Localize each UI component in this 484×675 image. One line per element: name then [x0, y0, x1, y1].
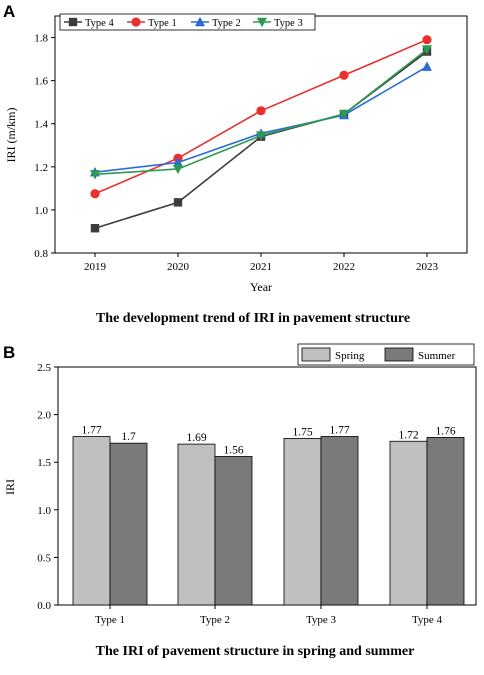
line-chart-point: [90, 224, 100, 233]
line-chart-y-tick-label: 1.8: [34, 33, 48, 45]
legend-swatch: [384, 347, 414, 362]
bar-chart-legend: Spring Summer: [297, 343, 475, 366]
line-chart-point: [422, 61, 432, 71]
line-chart-x-tick-label: 2019: [84, 261, 107, 273]
bar-value-label: 1.77: [81, 424, 101, 436]
bar: [177, 443, 216, 606]
bar: [72, 436, 111, 606]
legend-entry-label: Spring: [335, 350, 365, 362]
line-chart-y-tick-label: 1.0: [34, 205, 48, 217]
line-chart-y-tick-label: 1.4: [34, 119, 48, 131]
legend-entry-label: Type 2: [212, 18, 241, 29]
line-chart-point: [256, 131, 266, 141]
line-chart-point: [256, 106, 266, 116]
line-chart-y-tick-label: 0.8: [34, 248, 48, 260]
line-chart-point: [173, 198, 183, 207]
line-chart-point: [173, 157, 183, 167]
line-chart-y-tick-label: 1.6: [34, 76, 48, 88]
legend-entry-label: Summer: [418, 350, 456, 362]
panel-b-letter: B: [3, 343, 15, 362]
legend-swatch-marker: [195, 16, 205, 27]
bar-chart: 0.0 0.5 1.0 1.5 2.0 2.5 Type 1 Type 2 Type 3 Typ…: [3, 343, 477, 626]
bar-chart-x-tick-label: Type 1: [95, 614, 125, 626]
line-chart-x-tick-label: 2023: [416, 261, 439, 273]
bar-chart-y-axis-title: IRI: [3, 479, 17, 495]
bar: [389, 440, 428, 606]
line-chart-x-axis-title: Year: [250, 280, 272, 294]
bar-value-label: 1.76: [435, 425, 455, 437]
bar-value-label: 1.7: [121, 431, 136, 443]
legend-swatch-marker: [131, 17, 141, 27]
line-chart-x-tick-label: 2022: [333, 261, 355, 273]
line-chart-caption: The development trend of IRI in pavement…: [96, 311, 410, 326]
bar: [283, 437, 322, 606]
bar-chart-y-tick-label: 1.5: [37, 457, 51, 469]
line-chart-point: [422, 45, 432, 55]
line-chart-point: [90, 189, 100, 199]
line-chart-y-axis-title: IRI (m/km): [4, 108, 18, 163]
bar: [214, 456, 253, 606]
panel-a-letter: A: [3, 2, 15, 21]
line-chart-point: [339, 109, 349, 120]
legend-entry-label: Type 3: [274, 18, 303, 29]
line-chart-y-tick-label: 1.2: [34, 162, 48, 174]
line-chart-x-tick-label: 2020: [167, 261, 190, 273]
line-chart: 0.81.01.21.41.61.8 2019 2020 2021 2022 2023 …: [4, 13, 468, 294]
bar-chart-y-tick-label: 0.5: [37, 552, 51, 564]
line-chart-point: [422, 35, 432, 45]
bar-chart-x-tick-label: Type 2: [200, 614, 230, 626]
line-chart-legend: Type 4 Type 1 Type 2 Type 3: [59, 13, 316, 31]
bar-value-label: 1.77: [329, 424, 349, 436]
line-series-type-2: [94, 65, 428, 173]
bar-chart-caption: The IRI of pavement structure in spring …: [96, 644, 415, 659]
legend-swatch-marker: [257, 17, 267, 28]
bar-chart-plot-frame: [57, 366, 477, 606]
bar-chart-y-tick-label: 1.0: [37, 505, 51, 517]
line-chart-point: [173, 164, 183, 175]
bar: [320, 436, 359, 606]
line-chart-x-tick-label: 2021: [250, 261, 272, 273]
line-chart-legend-box: [59, 13, 316, 31]
legend-swatch-marker: [68, 17, 78, 27]
legend-entry-label: Type 4: [85, 18, 114, 29]
bar-chart-y-tick-label: 2.5: [37, 362, 51, 374]
bar-chart-y-tick-label: 0.0: [37, 600, 51, 612]
bar-chart-x-tick-label: Type 4: [412, 614, 443, 626]
bar-chart-y-tick-label: 2.0: [37, 410, 51, 422]
line-chart-point: [90, 170, 100, 180]
bar-chart-x-tick-label: Type 3: [306, 614, 337, 626]
legend-swatch: [301, 347, 331, 362]
bar-value-label: 1.75: [292, 426, 312, 438]
bar-value-label: 1.56: [223, 444, 243, 456]
bar-value-label: 1.69: [186, 432, 206, 444]
bar-value-label: 1.72: [398, 429, 418, 441]
bar: [109, 442, 148, 606]
legend-entry-label: Type 1: [148, 18, 177, 29]
bar: [426, 437, 465, 606]
line-chart-point: [339, 70, 349, 80]
